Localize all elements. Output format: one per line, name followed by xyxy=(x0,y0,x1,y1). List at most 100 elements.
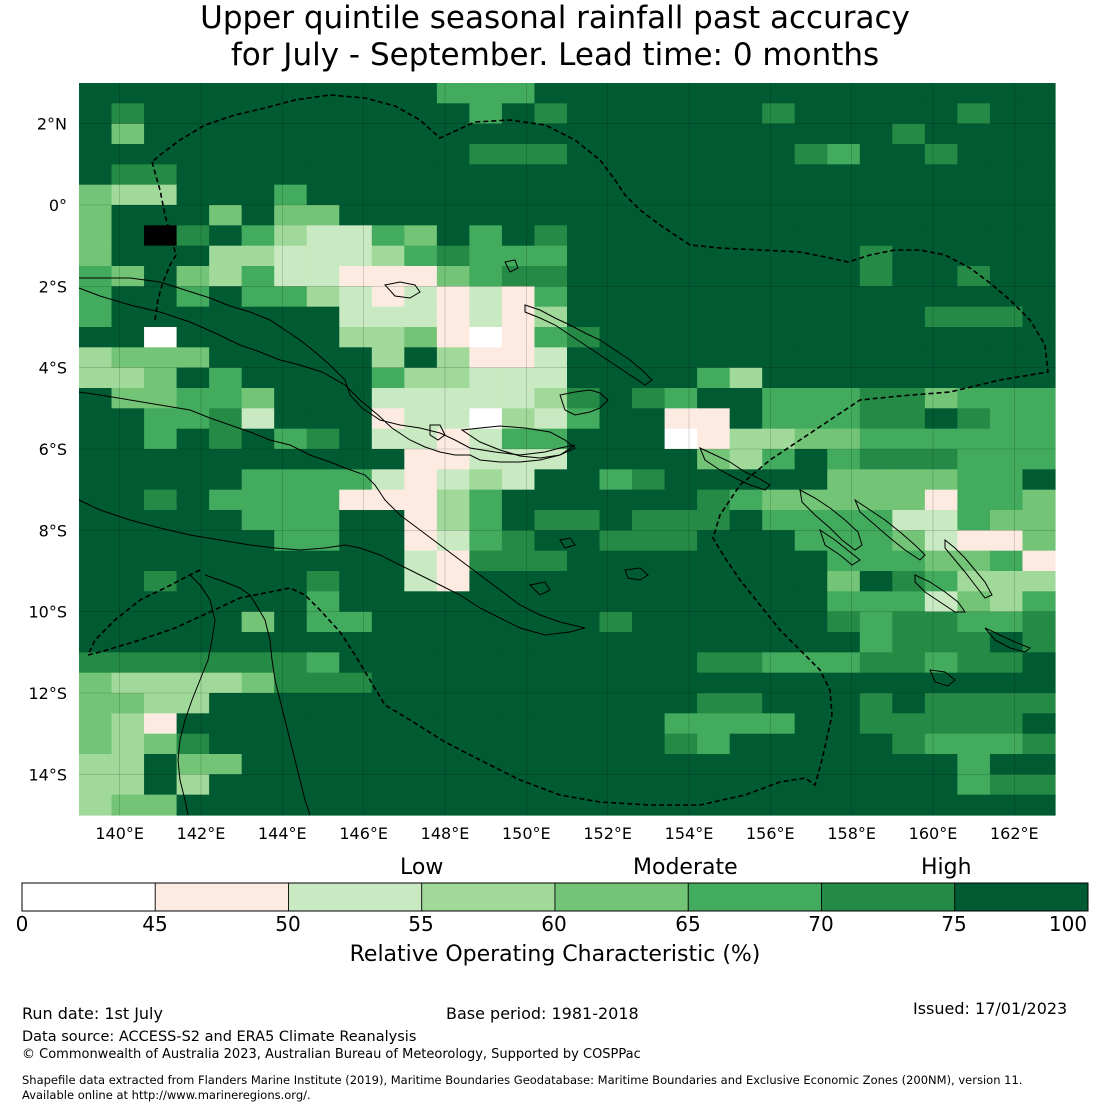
grid-cell xyxy=(404,388,438,409)
grid-cell xyxy=(794,428,828,450)
grid-cell xyxy=(1022,327,1056,348)
grid-cell xyxy=(697,754,731,775)
grid-cell xyxy=(762,245,796,267)
grid-cell xyxy=(892,103,926,125)
grid-cell xyxy=(892,327,926,348)
grid-cell xyxy=(371,591,405,613)
grid-cell xyxy=(859,510,893,531)
grid-cell xyxy=(794,184,828,206)
grid-cell xyxy=(209,611,243,633)
grid-cell xyxy=(632,144,666,165)
grid-cell xyxy=(957,469,991,491)
grid-cell xyxy=(241,672,275,694)
grid-cell xyxy=(794,266,828,287)
grid-cell xyxy=(697,286,731,308)
grid-cell xyxy=(892,286,926,308)
grid-cell xyxy=(534,83,568,104)
grid-cell xyxy=(534,367,568,389)
grid-cell xyxy=(664,672,698,694)
grid-cell xyxy=(241,632,275,653)
grid-cell xyxy=(404,286,438,308)
grid-cell xyxy=(404,205,438,226)
grid-cell xyxy=(209,327,243,348)
grid-cell xyxy=(111,794,145,816)
grid-cell xyxy=(306,632,340,653)
grid-cell xyxy=(599,327,633,348)
grid-cell xyxy=(469,550,503,572)
grid-cell xyxy=(534,550,568,572)
grid-cell xyxy=(79,510,113,531)
grid-cell xyxy=(729,632,763,653)
grid-cell xyxy=(567,530,601,552)
grid-cell xyxy=(1022,754,1056,775)
grid-cell xyxy=(79,225,113,247)
grid-cell xyxy=(729,449,763,470)
grid-cell xyxy=(599,449,633,470)
grid-cell xyxy=(1022,184,1056,206)
grid-cell xyxy=(339,123,373,145)
grid-cell xyxy=(274,184,308,206)
grid-cell xyxy=(371,388,405,409)
grid-cell xyxy=(501,144,536,165)
x-tick-label: 158°E xyxy=(827,824,876,843)
grid-cell xyxy=(599,144,633,165)
grid-cell xyxy=(697,672,731,694)
grid-cell xyxy=(1022,123,1056,145)
grid-cell xyxy=(859,184,893,206)
grid-cell xyxy=(632,306,666,328)
grid-cell xyxy=(339,550,373,572)
grid-cell xyxy=(664,205,698,226)
grid-cell xyxy=(892,306,926,328)
colorbar-segment xyxy=(821,882,956,912)
grid-cell xyxy=(339,266,373,287)
grid-cell xyxy=(892,530,926,552)
grid-cell xyxy=(924,530,958,552)
grid-cell xyxy=(274,632,308,653)
grid-cell xyxy=(827,591,861,613)
grid-cell xyxy=(111,754,145,775)
grid-cell xyxy=(794,632,828,653)
grid-cell xyxy=(371,652,405,674)
grid-cell xyxy=(436,449,470,470)
grid-cell xyxy=(762,225,796,247)
solomon-coast xyxy=(799,489,1031,653)
grid-cell xyxy=(599,266,633,287)
grid-cell xyxy=(599,672,633,694)
grid-cell xyxy=(404,347,438,369)
grid-cell xyxy=(827,672,861,694)
grid-cell xyxy=(111,144,145,165)
grid-cell xyxy=(1022,550,1056,572)
grid-cell xyxy=(534,266,568,287)
grid-cell xyxy=(274,225,308,247)
x-tick-label: 156°E xyxy=(746,824,795,843)
grid-cell xyxy=(1022,367,1056,389)
grid-cell xyxy=(339,611,373,633)
grid-cell xyxy=(111,489,145,511)
grid-cell xyxy=(534,652,568,674)
grid-cell xyxy=(599,428,633,450)
grid-cell xyxy=(1022,510,1056,531)
grid-cell xyxy=(794,672,828,694)
grid-cell xyxy=(111,652,145,674)
grid-cell xyxy=(469,530,503,552)
grid-cell xyxy=(306,672,340,694)
grid-cell xyxy=(1022,672,1056,694)
grid-cell xyxy=(209,571,243,592)
grid-cell xyxy=(436,347,470,369)
grid-cell xyxy=(306,713,340,735)
grid-cell xyxy=(111,469,145,491)
grid-cell xyxy=(762,388,796,409)
grid-cell xyxy=(534,388,568,409)
grid-cell xyxy=(599,286,633,308)
grid-cell xyxy=(859,205,893,226)
grid-cell xyxy=(989,184,1024,206)
grid-cell xyxy=(794,713,828,735)
grid-cell xyxy=(111,347,145,369)
grid-cell xyxy=(827,449,861,470)
grid-cell xyxy=(599,367,633,389)
grid-cell xyxy=(144,205,178,226)
grid-cell xyxy=(989,672,1024,694)
grid-cell xyxy=(501,794,536,816)
grid-cell xyxy=(567,449,601,470)
grid-cell xyxy=(892,347,926,369)
